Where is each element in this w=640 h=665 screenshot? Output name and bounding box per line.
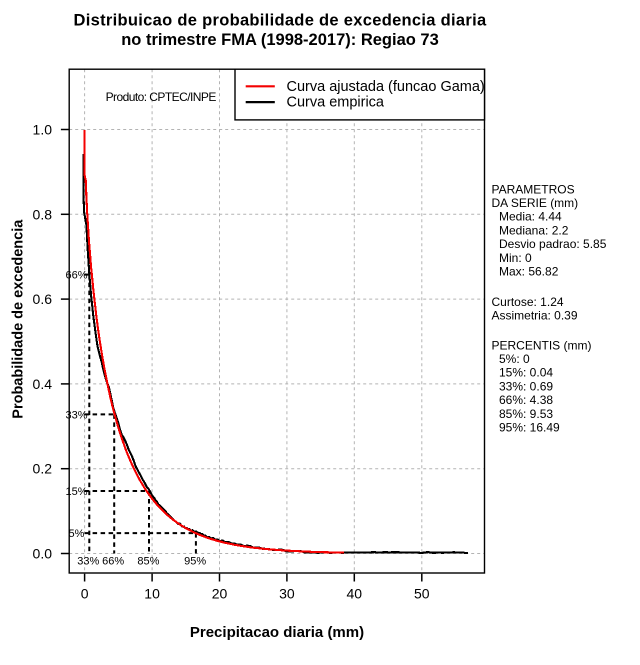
- svg-text:33%: 0.69: 33%: 0.69: [499, 379, 553, 393]
- svg-text:5%: 5%: [69, 528, 85, 540]
- svg-text:95%: 95%: [184, 556, 206, 568]
- svg-text:PERCENTIS (mm): PERCENTIS (mm): [492, 338, 592, 352]
- svg-text:15%: 0.04: 15%: 0.04: [499, 366, 553, 380]
- svg-text:Distribuicao de probabilidade: Distribuicao de probabilidade de exceden…: [74, 12, 487, 30]
- svg-text:Desvio padrao: 5.85: Desvio padrao: 5.85: [499, 237, 607, 251]
- svg-text:Precipitacao diaria (mm): Precipitacao diaria (mm): [190, 624, 364, 641]
- svg-text:Mediana: 2.2: Mediana: 2.2: [499, 223, 569, 237]
- svg-text:95%: 16.49: 95%: 16.49: [499, 421, 560, 435]
- svg-text:33%: 33%: [77, 556, 99, 568]
- svg-text:5%: 0: 5%: 0: [499, 352, 530, 366]
- svg-text:Curtose: 1.24: Curtose: 1.24: [492, 295, 564, 309]
- svg-text:85%: 85%: [137, 556, 159, 568]
- svg-text:0.8: 0.8: [33, 206, 53, 222]
- svg-text:Media: 4.44: Media: 4.44: [499, 210, 562, 224]
- svg-text:33%: 33%: [65, 409, 87, 421]
- svg-text:0.4: 0.4: [33, 376, 53, 392]
- svg-text:0.0: 0.0: [33, 546, 53, 562]
- svg-text:0.6: 0.6: [33, 291, 53, 307]
- svg-text:66%: 66%: [65, 270, 87, 282]
- svg-text:85%: 9.53: 85%: 9.53: [499, 407, 553, 421]
- svg-text:Curva ajustada (funcao Gama): Curva ajustada (funcao Gama): [287, 79, 485, 95]
- svg-text:0: 0: [81, 586, 89, 602]
- svg-text:50: 50: [414, 586, 430, 602]
- svg-text:1.0: 1.0: [33, 122, 53, 138]
- svg-text:10: 10: [144, 586, 160, 602]
- svg-text:66%: 66%: [102, 556, 124, 568]
- svg-text:Min: 0: Min: 0: [499, 251, 532, 265]
- svg-text:15%: 15%: [65, 486, 87, 498]
- svg-text:Probabilidade de excedencia: Probabilidade de excedencia: [11, 219, 27, 419]
- svg-text:DA SERIE (mm): DA SERIE (mm): [492, 196, 579, 210]
- svg-text:30: 30: [279, 586, 295, 602]
- svg-text:PARAMETROS: PARAMETROS: [492, 182, 575, 196]
- svg-text:66%: 4.38: 66%: 4.38: [499, 393, 553, 407]
- svg-text:Assimetria: 0.39: Assimetria: 0.39: [492, 309, 578, 323]
- svg-text:40: 40: [347, 586, 363, 602]
- svg-text:no trimestre FMA (1998-2017):: no trimestre FMA (1998-2017): Regiao 73: [121, 31, 439, 49]
- svg-text:20: 20: [212, 586, 228, 602]
- svg-text:Curva empirica: Curva empirica: [287, 95, 385, 111]
- svg-text:Max: 56.82: Max: 56.82: [499, 265, 559, 279]
- svg-text:Produto: CPTEC/INPE: Produto: CPTEC/INPE: [106, 90, 217, 104]
- svg-text:0.2: 0.2: [33, 461, 53, 477]
